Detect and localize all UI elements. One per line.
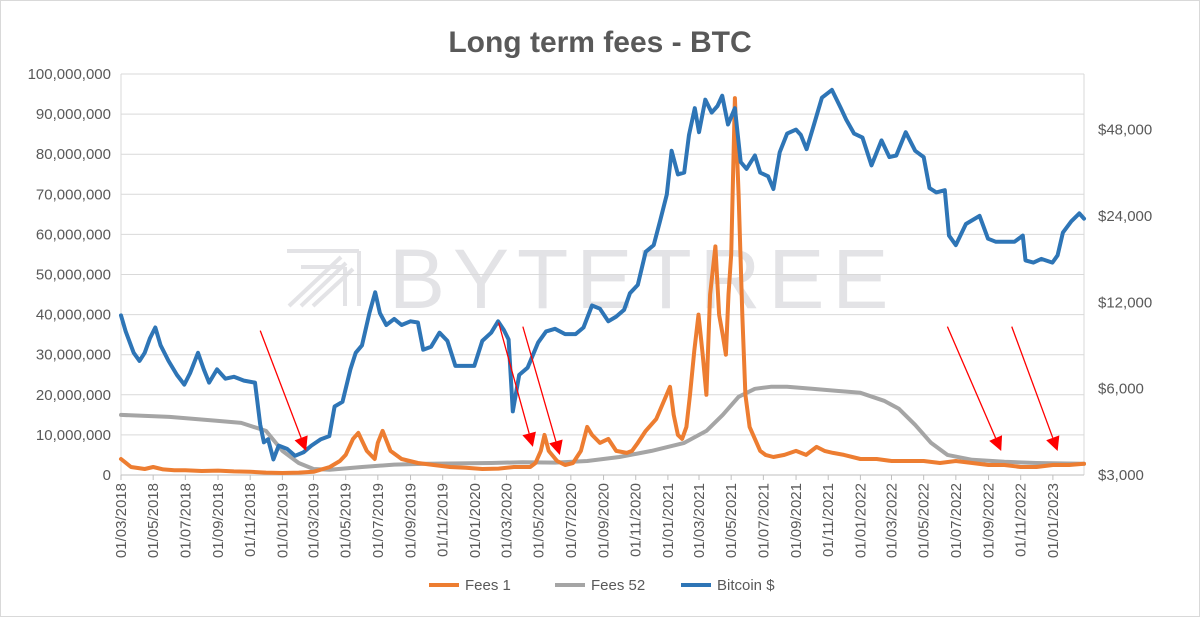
x-axis-tick-label: 01/01/2020 <box>467 483 484 558</box>
right-axis-ticks: $3,000 $6,000 $12,000 $24,000 $48,000 <box>1098 122 1152 484</box>
right-axis-tick-label: $24,000 <box>1098 208 1152 225</box>
red-arrow <box>497 322 536 447</box>
series-layer <box>119 87 1086 475</box>
red-arrow <box>946 326 1003 451</box>
legend-item-fees-1: Fees 1 <box>429 577 511 594</box>
legend-label: Fees 52 <box>591 577 645 594</box>
legend: Fees 1 Fees 52 Bitcoin $ <box>429 577 775 594</box>
x-axis-tick-label: 01/11/2022 <box>1013 483 1030 557</box>
left-axis-tick-label: 50,000,000 <box>36 267 111 284</box>
x-axis-tick-label: 01/07/2022 <box>948 483 965 558</box>
left-axis-tick-label: 10,000,000 <box>36 427 111 444</box>
x-axis-tick-label: 01/05/2022 <box>916 483 933 558</box>
left-axis-tick-label: 0 <box>103 467 111 484</box>
x-axis-tick-label: 01/05/2018 <box>145 483 162 558</box>
annotation-arrows <box>259 322 1060 455</box>
x-axis-tick-label: 01/03/2018 <box>113 483 130 558</box>
left-axis-tick-label: 70,000,000 <box>36 186 111 203</box>
x-axis-tick-label: 01/09/2019 <box>403 483 420 558</box>
right-axis-tick-label: $6,000 <box>1098 381 1144 398</box>
x-axis-tick-label: 01/05/2020 <box>531 483 548 558</box>
left-axis-tick-label: 80,000,000 <box>36 146 111 163</box>
legend-item-fees-52: Fees 52 <box>555 577 645 594</box>
x-axis-tick-label: 01/07/2019 <box>370 483 387 558</box>
x-axis-tick-label: 01/11/2020 <box>628 483 645 557</box>
x-axis-tick-label: 01/03/2021 <box>691 483 708 558</box>
left-axis-ticks: 0 10,000,000 20,000,000 30,000,000 40,000,00… <box>28 66 111 484</box>
legend-label: Bitcoin $ <box>717 577 775 594</box>
left-axis-tick-label: 40,000,000 <box>36 307 111 324</box>
legend-item-bitcoin: Bitcoin $ <box>681 577 775 594</box>
series-line-bitcoin <box>119 87 1086 462</box>
x-axis-tick-label: 01/01/2019 <box>274 483 291 558</box>
right-axis-tick-label: $12,000 <box>1098 294 1152 311</box>
gridlines <box>120 73 1085 476</box>
left-axis-tick-label: 20,000,000 <box>36 387 111 404</box>
x-axis-tick-label: 01/05/2021 <box>723 483 740 558</box>
x-axis-tick-label: 01/01/2023 <box>1045 483 1062 558</box>
series-line-fees-52 <box>119 384 1086 472</box>
x-axis-tick-label: 01/09/2022 <box>981 483 998 558</box>
red-arrow <box>259 330 308 451</box>
bytetree-logo-icon <box>287 249 361 308</box>
x-axis-tick-label: 01/11/2019 <box>435 483 452 557</box>
chart-title: Long term fees - BTC <box>448 26 751 59</box>
left-axis-tick-label: 30,000,000 <box>36 347 111 364</box>
x-axis-tick-label: 01/05/2019 <box>338 483 355 558</box>
right-axis-tick-label: $3,000 <box>1098 467 1144 484</box>
x-axis-tick-label: 01/11/2021 <box>820 483 837 557</box>
red-arrow <box>522 326 563 455</box>
x-axis-tick-label: 01/03/2020 <box>499 483 516 558</box>
x-axis-tick-label: 01/09/2020 <box>596 483 613 558</box>
x-axis-tick-label: 01/07/2020 <box>563 483 580 558</box>
x-axis-tick-label: 01/03/2019 <box>305 483 322 558</box>
series-line-fees-1 <box>119 96 1086 475</box>
legend-label: Fees 1 <box>465 577 511 594</box>
x-axis-tick-label: 01/09/2021 <box>788 483 805 558</box>
red-arrow <box>1011 326 1060 451</box>
x-axis-tick-label: 01/09/2018 <box>210 483 227 558</box>
watermark-text: BYTETREE <box>389 232 896 326</box>
x-axis-tick-label: 01/03/2022 <box>884 483 901 558</box>
x-axis-ticks: 01/03/2018 01/05/2018 01/07/2018 01/09/2018… <box>113 475 1062 558</box>
x-axis-tick-label: 01/07/2021 <box>755 483 772 558</box>
right-axis-tick-label: $48,000 <box>1098 122 1152 139</box>
x-axis-tick-label: 01/07/2018 <box>177 483 194 558</box>
left-axis-tick-label: 100,000,000 <box>28 66 111 83</box>
left-axis-tick-label: 60,000,000 <box>36 226 111 243</box>
x-axis-tick-label: 01/01/2021 <box>660 483 677 558</box>
x-axis-tick-label: 01/01/2022 <box>852 483 869 558</box>
left-axis-tick-label: 90,000,000 <box>36 106 111 123</box>
x-axis-tick-label: 01/11/2018 <box>242 483 259 557</box>
